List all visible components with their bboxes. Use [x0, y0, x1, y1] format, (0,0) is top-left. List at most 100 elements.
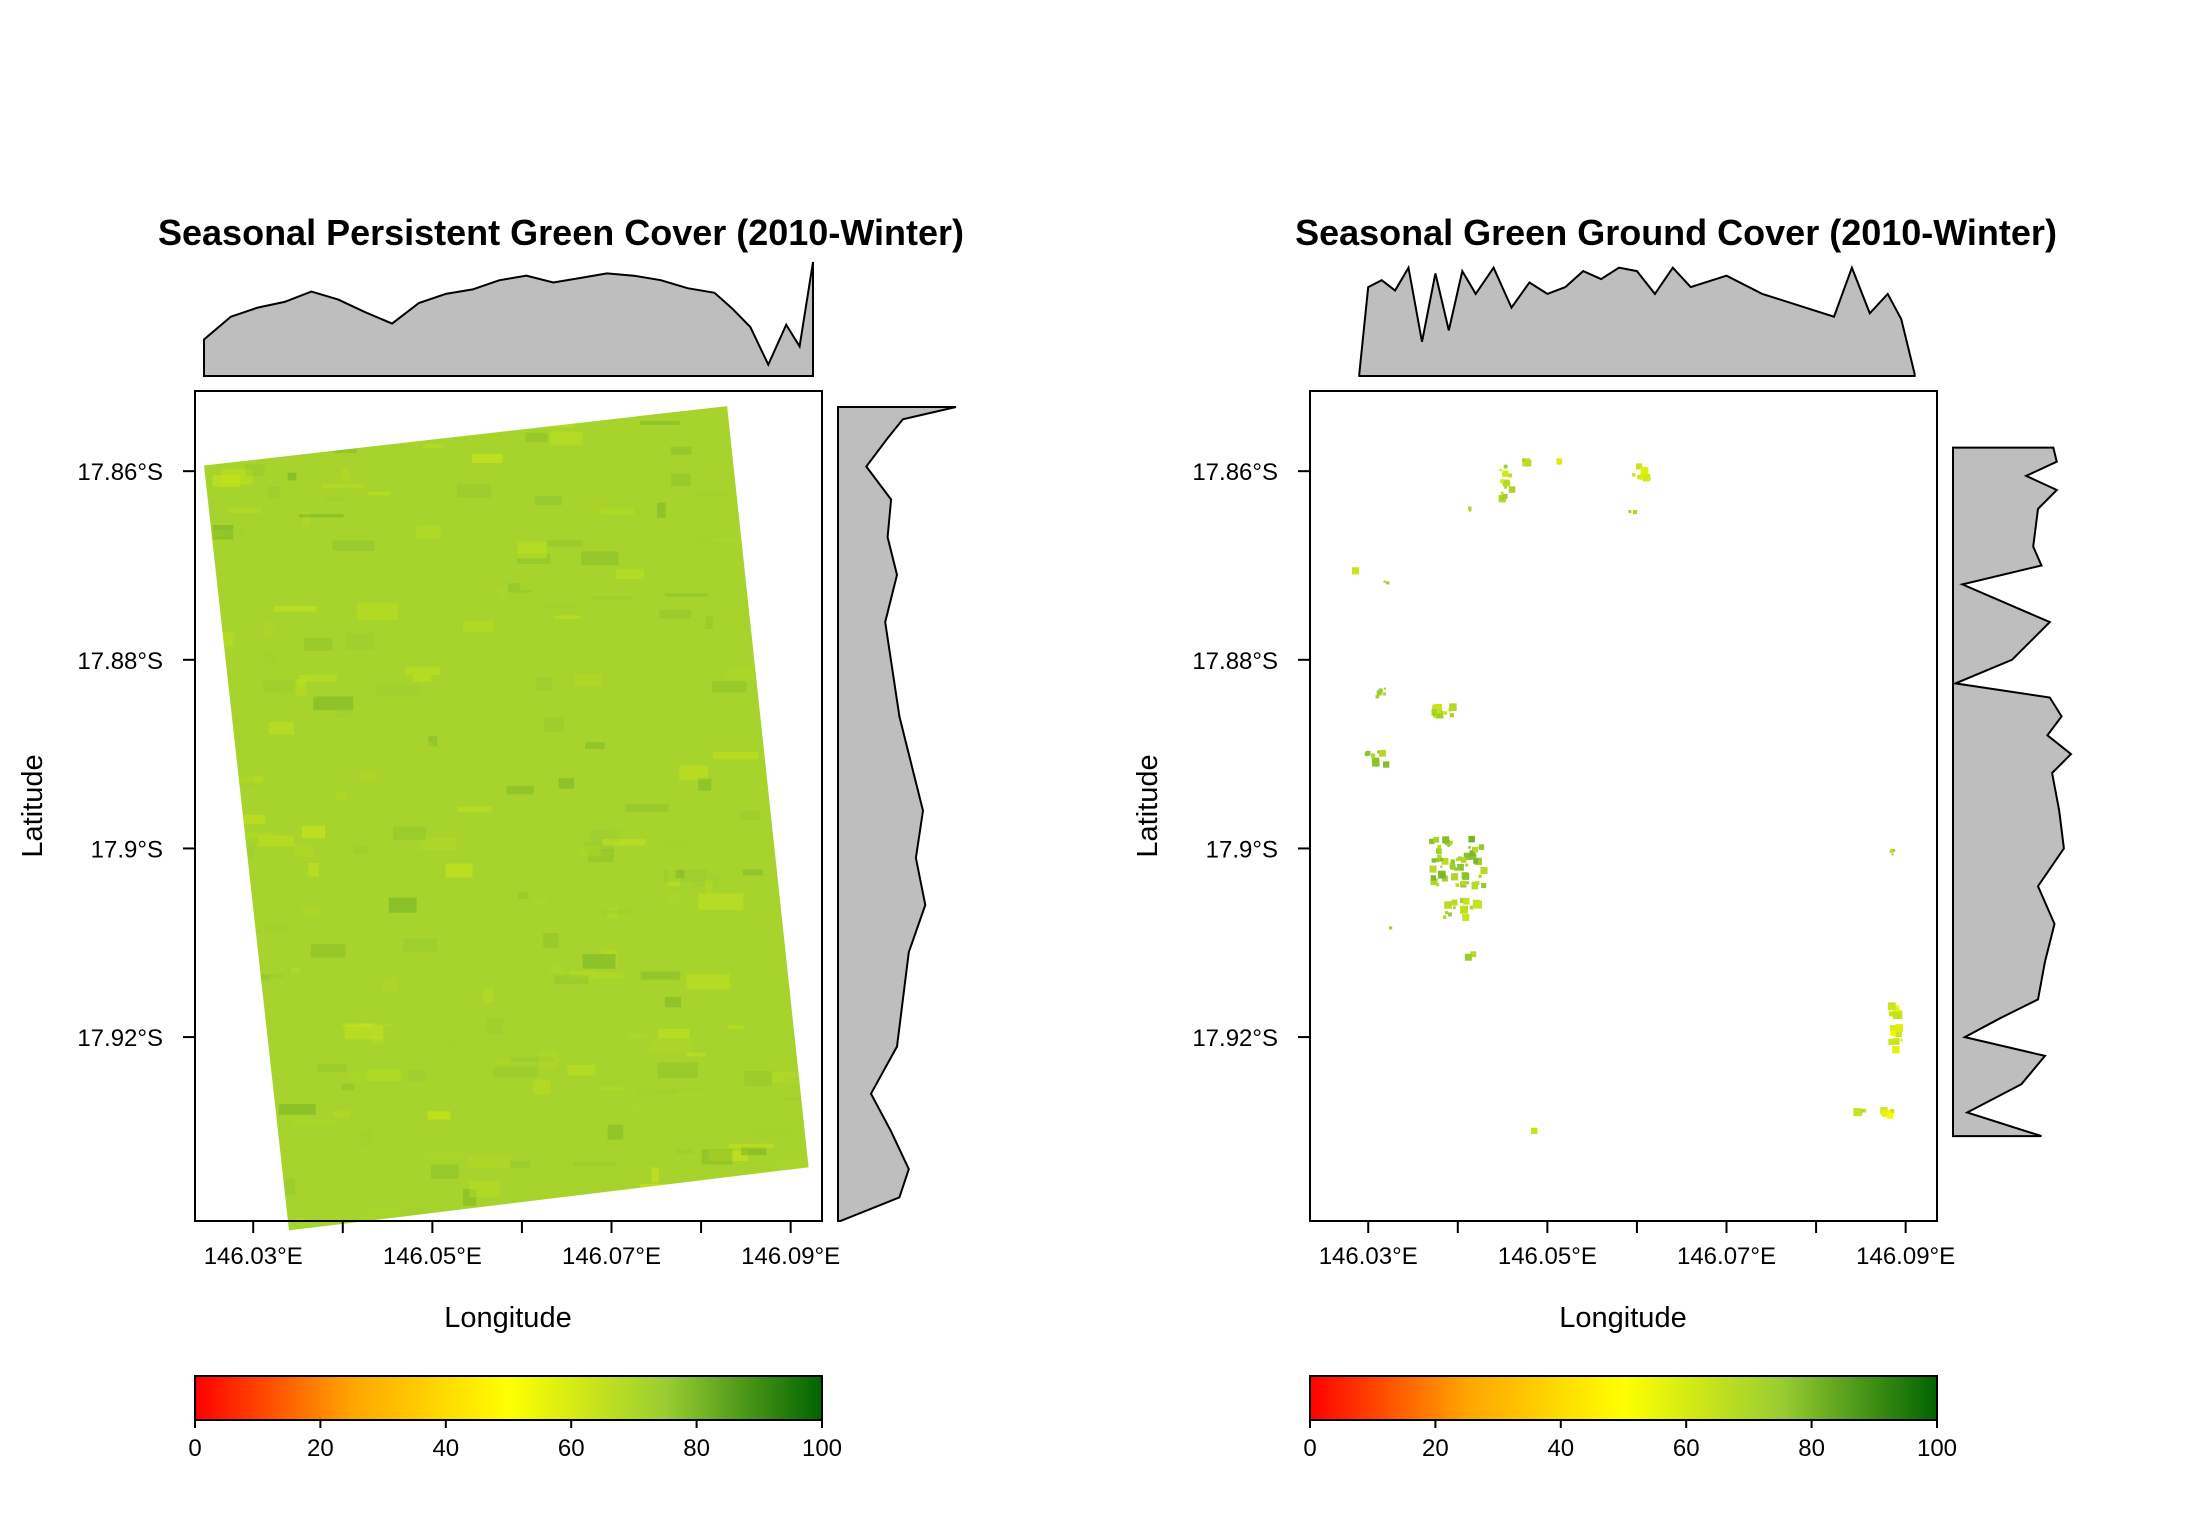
y-tick-label: 17.9°S: [91, 836, 163, 863]
cover-pixel: [1437, 844, 1442, 849]
cover-pixel: [1500, 491, 1504, 495]
cover-pixel: [1430, 877, 1438, 885]
cover-pixel: [1500, 496, 1504, 501]
cover-pixel: [1470, 951, 1477, 958]
cover-pixel: [1383, 761, 1390, 768]
cover-pixel: [1370, 753, 1376, 758]
longitude-profile-area: [1358, 264, 1916, 377]
y-tick-label: 17.86°S: [1192, 459, 1278, 486]
x-axis-title: Longitude: [444, 1302, 571, 1334]
cover-pixel: [1502, 470, 1509, 477]
cover-pixel: [1889, 1109, 1895, 1114]
cover-cluster: [1383, 580, 1390, 585]
cover-pixel: [1887, 1002, 1896, 1011]
colorbar-tick-label: 60: [558, 1435, 585, 1462]
cover-pixel: [1466, 881, 1469, 885]
y-axis: 17.86°S 17.88°S 17.9°S 17.92°S: [1192, 459, 1310, 1052]
plot-area: [204, 406, 809, 1231]
cover-pixel: [1891, 853, 1894, 856]
cover-pixel: [1463, 852, 1471, 860]
cover-pixel: [1457, 856, 1462, 861]
persistent-green-cover-panel: Seasonal Persistent Green Cover (2010-Wi…: [17, 212, 964, 1462]
cover-pixel: [1642, 474, 1651, 482]
y-tick-label: 17.92°S: [77, 1025, 163, 1052]
cover-pixel: [1888, 1038, 1895, 1045]
cover-pixel: [1522, 458, 1526, 462]
cover-pixel: [1888, 1011, 1894, 1017]
cover-cluster: [1522, 458, 1532, 467]
cover-cluster: [1531, 1127, 1538, 1135]
cover-pixel: [1889, 848, 1894, 853]
cover-pixel: [1461, 880, 1466, 886]
colorbar-tick-label: 0: [188, 1435, 201, 1462]
cover-pixel: [1473, 858, 1479, 864]
colorbar-tick-label: 20: [1422, 1435, 1449, 1462]
cover-pixel: [1628, 510, 1632, 514]
cover-cluster: [1464, 951, 1477, 961]
cover-pixel: [1453, 906, 1456, 910]
colorbar-tick-label: 80: [1798, 1435, 1825, 1462]
cover-pixel: [1435, 710, 1444, 719]
cover-pixel: [1437, 854, 1442, 859]
cover-cluster: [1442, 897, 1482, 921]
cover-pixel: [1457, 863, 1464, 871]
cover-pixel: [1500, 479, 1505, 484]
cover-pixel: [1439, 858, 1444, 862]
cover-pixel: [1502, 479, 1510, 487]
y-tick-label: 17.9°S: [1206, 836, 1278, 863]
cover-cluster: [1431, 703, 1457, 719]
cover-pixel: [1478, 844, 1485, 850]
cover-pixel: [1382, 692, 1386, 696]
cover-pixel: [1433, 836, 1440, 843]
cover-pixel: [1531, 1127, 1538, 1135]
cover-pixel: [1365, 750, 1371, 756]
cover-pixel: [1474, 857, 1482, 866]
cover-pixel: [1389, 926, 1393, 930]
cover-pixel: [1900, 1038, 1903, 1042]
cover-cluster: [1556, 458, 1563, 465]
raster-texture: [204, 406, 809, 1231]
cover-pixel: [1436, 883, 1440, 887]
x-axis: 146.03°E 146.05°E 146.07°E 146.09°E: [204, 1221, 840, 1270]
x-tick-label: 146.05°E: [1498, 1243, 1597, 1270]
colorbar-tick-label: 0: [1303, 1435, 1316, 1462]
cover-pixel: [1431, 708, 1439, 716]
cover-pixel: [1431, 858, 1436, 863]
colorbar: [194, 1375, 823, 1421]
cover-cluster: [1889, 848, 1896, 856]
y-axis-title: Latitude: [17, 754, 49, 857]
colorbar-tick-label: 60: [1673, 1435, 1700, 1462]
cover-pixel: [1450, 859, 1455, 864]
cover-pixel: [1853, 1108, 1862, 1116]
cover-cluster: [1389, 926, 1393, 930]
cover-cluster: [1468, 506, 1472, 512]
y-axis: 17.86°S 17.88°S 17.9°S 17.92°S: [77, 459, 195, 1052]
cover-pixel: [1430, 875, 1436, 881]
y-tick-label: 17.86°S: [77, 459, 163, 486]
cover-pixel: [1468, 846, 1471, 849]
cover-pixel: [1887, 1110, 1891, 1114]
cover-pixel: [1508, 486, 1516, 493]
cover-pixel: [1556, 458, 1563, 465]
raster-footprint: [204, 406, 809, 1231]
colorbar-tick-label: 40: [432, 1435, 459, 1462]
colorbar-tick-label: 100: [1917, 1435, 1957, 1462]
cover-pixel: [1460, 857, 1467, 863]
cover-pixel: [1455, 857, 1459, 862]
x-tick-label: 146.03°E: [1319, 1243, 1418, 1270]
cover-pixel: [1525, 460, 1532, 467]
cover-pixel: [1371, 757, 1379, 765]
cover-cluster: [1628, 510, 1638, 515]
cover-pixel: [1447, 912, 1452, 917]
latitude-profile-area: [1951, 446, 2073, 1138]
cover-pixel: [1469, 905, 1474, 910]
cover-pixel: [1462, 872, 1470, 880]
plot-frame: [194, 390, 823, 1222]
cover-pixel: [1455, 883, 1459, 887]
cover-pixel: [1892, 1046, 1900, 1054]
latitude-profile-area: [837, 406, 957, 1222]
cover-pixel: [1640, 466, 1649, 475]
cover-pixel: [1449, 703, 1457, 711]
cover-cluster: [1375, 687, 1386, 699]
cover-cluster: [1352, 567, 1360, 575]
